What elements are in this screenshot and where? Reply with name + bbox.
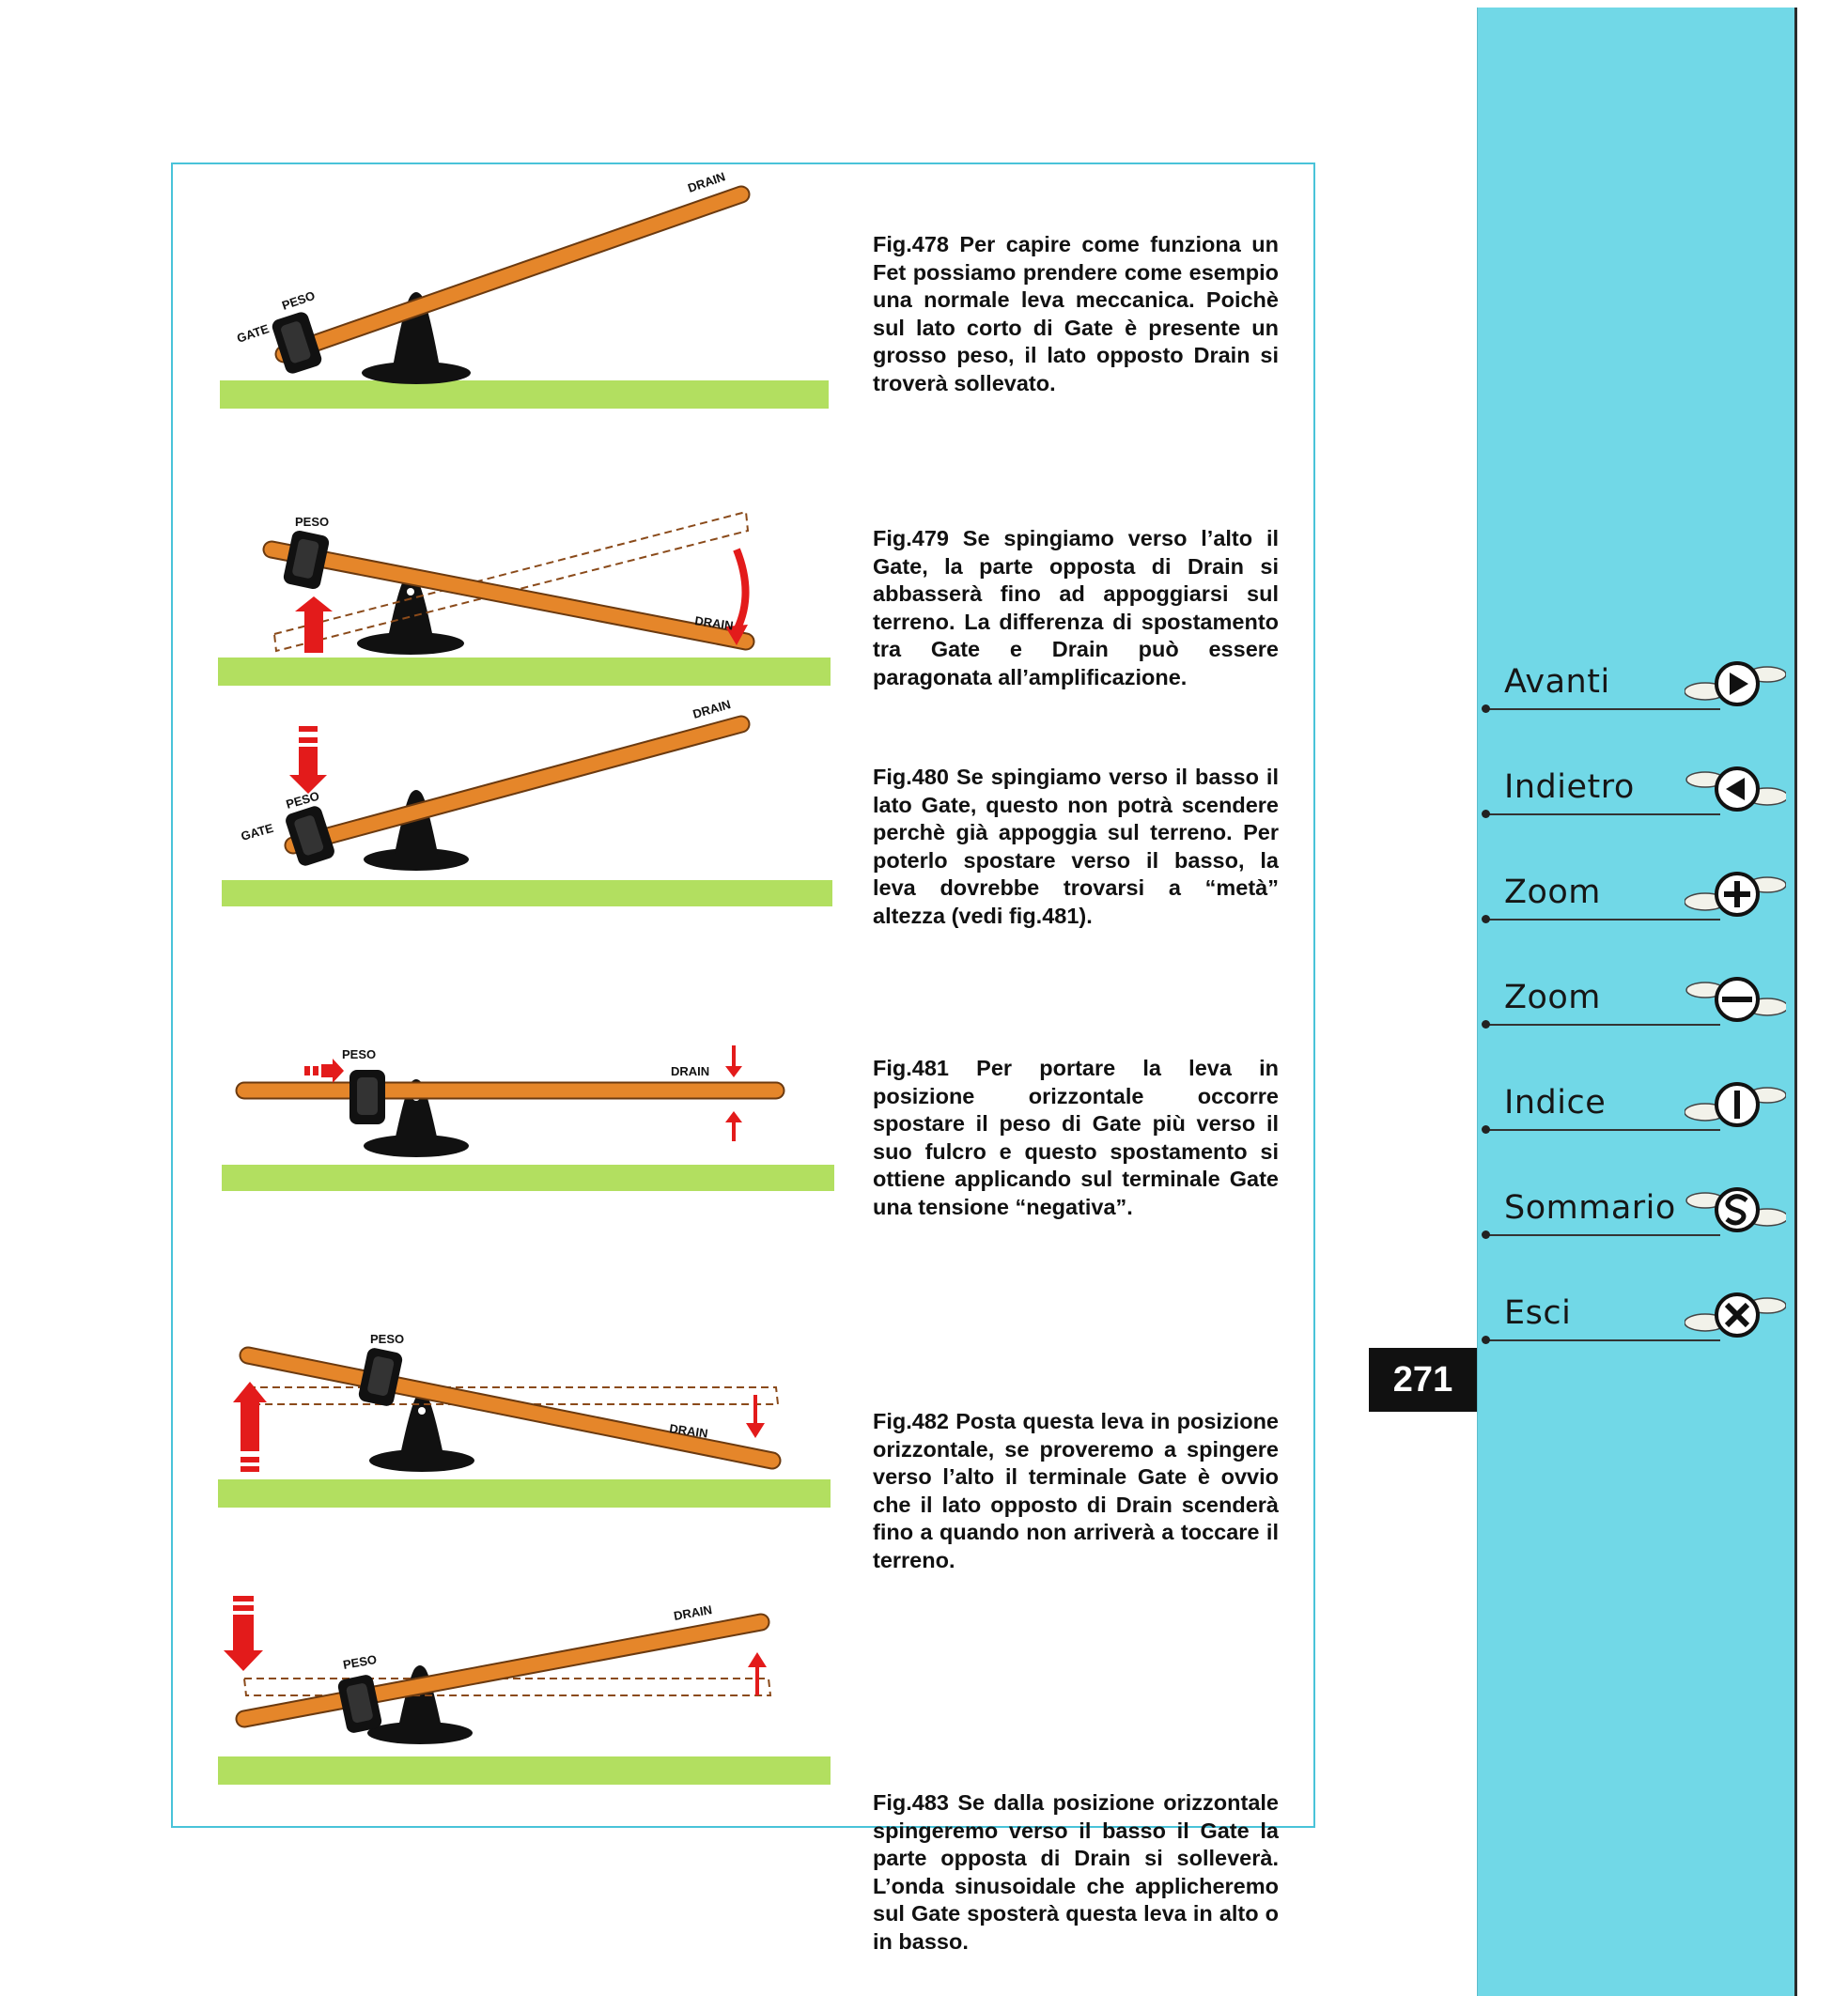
zoom-in-button[interactable]: Zoom xyxy=(1478,872,1794,954)
caption-fig481: Fig.481 Per portare la leva in posizione… xyxy=(873,1056,1279,1219)
play-forward-icon xyxy=(1685,661,1786,706)
minus-icon xyxy=(1685,977,1786,1022)
avanti-button[interactable]: Avanti xyxy=(1478,661,1794,744)
lever-illustration-481: PESO DRAIN xyxy=(222,1045,834,1191)
index-icon xyxy=(1685,1082,1786,1127)
sommario-button[interactable]: Sommario xyxy=(1478,1187,1794,1270)
caption-fig478: Fig.478 Per capire come funziona un Fet … xyxy=(873,232,1279,395)
label-drain: DRAIN xyxy=(671,1064,709,1078)
lever-illustration-478: DRAIN PESO GATE xyxy=(220,169,829,409)
page-number: 271 xyxy=(1369,1348,1477,1412)
summary-icon xyxy=(1685,1187,1786,1232)
sommario-label: Sommario xyxy=(1504,1189,1676,1227)
label-drain: DRAIN xyxy=(691,697,733,721)
nav-dot xyxy=(1482,1336,1490,1344)
label-drain: DRAIN xyxy=(669,1421,709,1441)
nav-dot xyxy=(1482,1125,1490,1134)
lever-illustration-480: DRAIN PESO GATE xyxy=(222,697,832,906)
caption-fig483: Fig.483 Se dalla posizione orizzontale s… xyxy=(873,1790,1279,1954)
label-peso: PESO xyxy=(342,1652,378,1672)
play-back-icon xyxy=(1685,766,1786,812)
label-peso: PESO xyxy=(342,1047,376,1061)
figures-panel: DRAIN PESO GATE Fig.478 Per capire come … xyxy=(171,162,1315,1954)
zoom-out-label: Zoom xyxy=(1504,979,1601,1016)
label-peso: PESO xyxy=(295,515,329,529)
navigation-sidebar: Avanti Indietro Zoom xyxy=(1477,8,1797,1996)
lever-illustration-483: PESO DRAIN xyxy=(218,1596,831,1785)
zoom-out-button[interactable]: Zoom xyxy=(1478,977,1794,1060)
indietro-button[interactable]: Indietro xyxy=(1478,766,1794,849)
label-drain: DRAIN xyxy=(673,1602,713,1623)
zoom-in-label: Zoom xyxy=(1504,874,1601,911)
avanti-label: Avanti xyxy=(1504,663,1610,701)
nav-dot xyxy=(1482,704,1490,713)
label-drain: DRAIN xyxy=(694,613,735,633)
label-drain: DRAIN xyxy=(686,169,727,195)
nav-dot xyxy=(1482,810,1490,818)
lever-illustration-479: DRAIN PESO xyxy=(218,510,831,686)
nav-underline xyxy=(1485,1339,1720,1341)
nav-underline xyxy=(1485,1129,1720,1131)
nav-underline xyxy=(1485,1234,1720,1236)
nav-dot xyxy=(1482,1020,1490,1029)
caption-fig479: Fig.479 Se spingiamo verso l’alto il Gat… xyxy=(873,526,1279,689)
nav-underline xyxy=(1485,919,1720,921)
esci-button[interactable]: Esci xyxy=(1478,1292,1794,1375)
label-peso: PESO xyxy=(370,1332,404,1346)
indice-label: Indice xyxy=(1504,1084,1607,1122)
indietro-label: Indietro xyxy=(1504,768,1635,806)
label-gate: GATE xyxy=(235,321,271,346)
nav-underline xyxy=(1485,708,1720,710)
close-icon xyxy=(1685,1292,1786,1338)
nav-dot xyxy=(1482,915,1490,923)
nav-dot xyxy=(1482,1230,1490,1239)
nav-underline xyxy=(1485,813,1720,815)
esci-label: Esci xyxy=(1504,1294,1572,1332)
lever-illustration-482: PESO DRAIN xyxy=(218,1332,831,1508)
plus-icon xyxy=(1685,872,1786,917)
label-gate: GATE xyxy=(240,821,275,843)
label-peso: PESO xyxy=(280,288,317,313)
caption-fig480: Fig.480 Se spingiamo verso il basso il l… xyxy=(873,765,1279,928)
indice-button[interactable]: Indice xyxy=(1478,1082,1794,1165)
caption-fig482: Fig.482 Posta questa leva in posizione o… xyxy=(873,1409,1279,1572)
nav-underline xyxy=(1485,1024,1720,1026)
